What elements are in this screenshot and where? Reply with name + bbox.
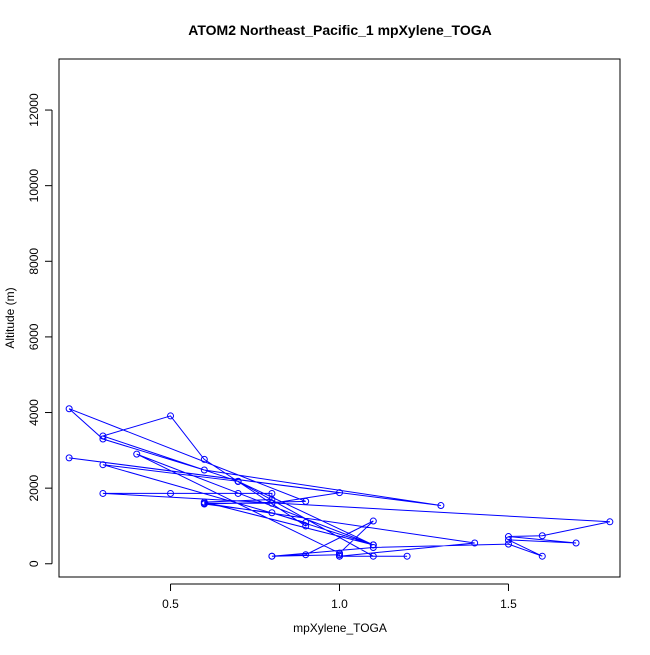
data-point: [200, 466, 208, 474]
plot-frame: [58, 58, 621, 578]
data-point: [369, 544, 377, 552]
data-point: [302, 522, 310, 530]
data-point: [200, 500, 208, 508]
data-point: [65, 405, 73, 413]
y-tick-label: 2000: [27, 474, 41, 501]
data-point: [234, 489, 242, 497]
series-line: [68, 408, 611, 557]
x-tick-label: 1.5: [500, 597, 517, 611]
data-point: [403, 552, 411, 560]
data-point: [167, 489, 175, 497]
data-point: [369, 541, 377, 549]
data-point: [99, 461, 107, 469]
y-tick-label: 6000: [27, 323, 41, 350]
data-point: [336, 552, 343, 560]
y-tick-label: 0: [27, 560, 41, 567]
data-point: [268, 499, 276, 507]
data-point: [302, 551, 310, 559]
data-point: [369, 517, 377, 525]
data-point: [99, 435, 107, 443]
y-axis-label: Altitude (m): [3, 287, 17, 348]
data-point: [572, 539, 580, 547]
y-tick-label: 10000: [27, 169, 41, 203]
data-point: [167, 412, 175, 420]
data-point: [65, 454, 73, 462]
x-axis-label: mpXylene_TOGA: [293, 621, 387, 635]
data-point: [369, 552, 377, 560]
y-tick-label: 4000: [27, 399, 41, 426]
chart-title: ATOM2 Northeast_Pacific_1 mpXylene_TOGA: [188, 22, 491, 38]
data-point: [99, 432, 107, 440]
x-tick-label: 1.0: [331, 597, 348, 611]
data-point: [606, 518, 614, 526]
data-point: [302, 519, 310, 527]
data-point: [268, 509, 276, 517]
data-point: [336, 489, 343, 497]
data-point: [268, 552, 276, 560]
data-point: [437, 502, 445, 510]
data-point: [99, 489, 107, 497]
data-point: [234, 477, 242, 485]
x-tick-label: 0.5: [162, 597, 179, 611]
data-point: [538, 532, 546, 540]
data-point: [133, 450, 141, 458]
data-point: [504, 536, 512, 544]
y-tick-label: 12000: [27, 93, 41, 127]
series-layer: [65, 405, 614, 560]
data-point: [200, 455, 208, 463]
data-point: [302, 497, 310, 505]
x-axis: 0.5 1.0 1.5: [162, 583, 517, 611]
y-tick-label: 8000: [27, 248, 41, 275]
data-point: [504, 533, 512, 541]
data-point: [504, 540, 512, 548]
data-point: [538, 552, 546, 560]
y-axis: 0 2000 4000 6000 8000 10000 12000: [27, 93, 53, 567]
data-point: [268, 495, 276, 503]
data-point: [471, 539, 479, 547]
